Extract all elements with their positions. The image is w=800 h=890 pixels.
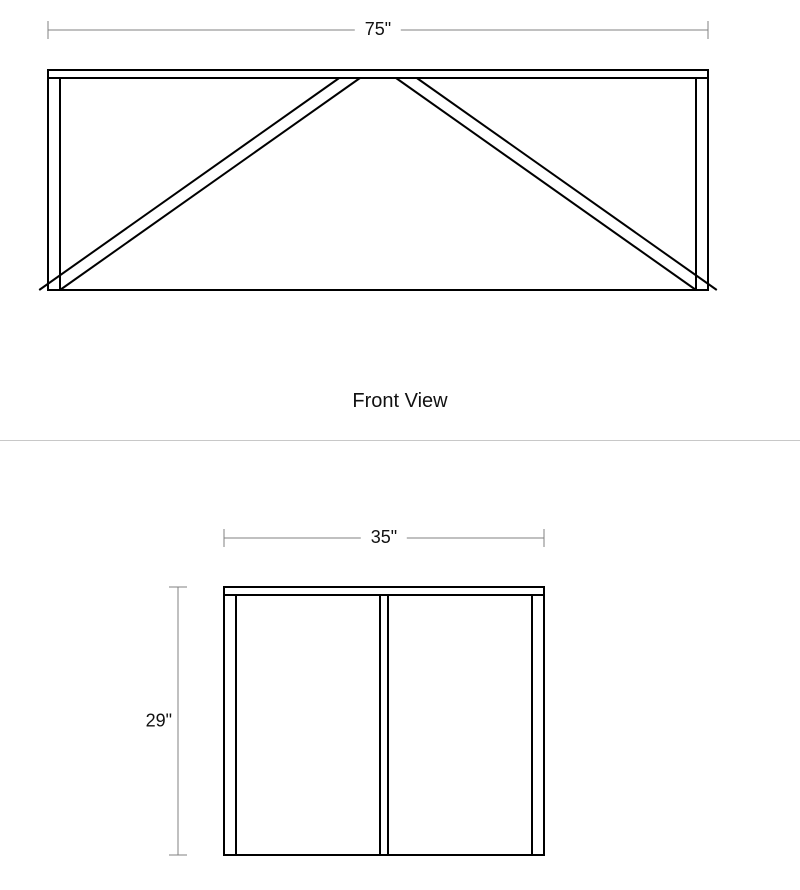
dimension-drawing: Front View 75" 35" 29"	[0, 0, 800, 890]
drawing-canvas	[0, 0, 800, 890]
dimension-width-front: 75"	[355, 19, 401, 40]
dimension-height-side: 29"	[146, 707, 172, 736]
section-divider	[0, 440, 800, 441]
dimension-width-side: 35"	[361, 527, 407, 548]
front-view-caption: Front View	[352, 390, 447, 413]
